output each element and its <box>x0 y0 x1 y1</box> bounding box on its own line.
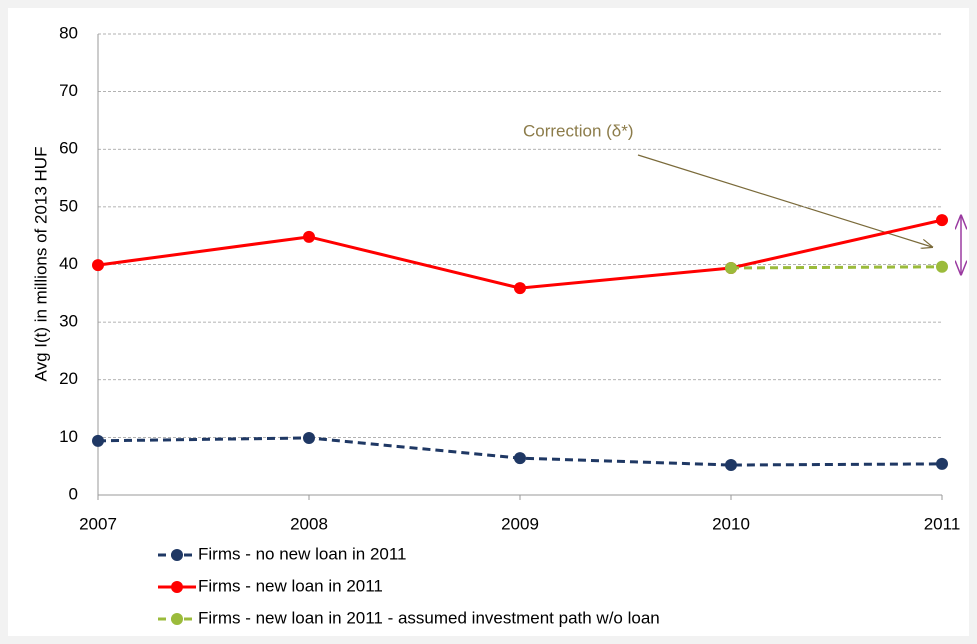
y-tick-label: 40 <box>59 254 78 273</box>
y-tick-label: 10 <box>59 427 78 446</box>
series-line <box>730 265 943 270</box>
legend-label: Firms - new loan in 2011 - assumed inves… <box>198 608 660 627</box>
x-tick-label: 2011 <box>924 514 961 533</box>
y-tick-label: 20 <box>59 369 78 388</box>
legend-marker <box>171 549 183 561</box>
legend-marker <box>171 581 183 593</box>
point <box>725 459 737 472</box>
point <box>514 282 526 295</box>
y-tick-label: 70 <box>59 81 78 100</box>
point <box>725 261 737 274</box>
annotation: Correction (δ*) <box>523 121 634 140</box>
legend-label: Firms - no new loan in 2011 <box>198 544 407 563</box>
annotation-arrow <box>637 154 932 247</box>
x-tick-label: 2008 <box>290 514 328 533</box>
y-axis-label: Avg I(t) in millions of 2013 HUF <box>31 147 50 382</box>
y-tick-label: 60 <box>59 139 78 158</box>
x-tick-label: 2009 <box>501 514 539 533</box>
point <box>303 431 315 444</box>
y-tick-label: 30 <box>59 312 78 331</box>
point <box>936 214 948 227</box>
point <box>936 457 948 470</box>
point <box>936 260 948 273</box>
legend-marker <box>171 613 183 625</box>
point <box>92 434 104 447</box>
point <box>514 452 526 465</box>
x-tick-label: 2007 <box>79 514 117 533</box>
point <box>92 259 104 272</box>
point <box>303 230 315 243</box>
y-tick-label: 50 <box>59 196 78 215</box>
x-tick-label: 2010 <box>712 514 750 533</box>
y-tick-label: 80 <box>59 23 78 42</box>
legend-label: Firms - new loan in 2011 <box>198 576 383 595</box>
y-tick-label: 0 <box>69 484 78 503</box>
